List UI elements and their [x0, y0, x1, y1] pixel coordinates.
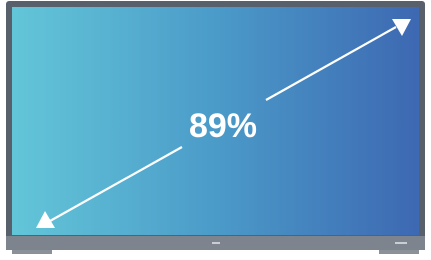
buttons — [395, 242, 407, 244]
diagonal-label: 89% — [189, 107, 257, 145]
display: 89% — [0, 0, 431, 260]
foot-right — [379, 250, 419, 254]
page: 89% (() => { const data = JSON.parse(doc… — [0, 0, 431, 260]
logo — [212, 242, 220, 244]
foot-left — [12, 250, 52, 254]
